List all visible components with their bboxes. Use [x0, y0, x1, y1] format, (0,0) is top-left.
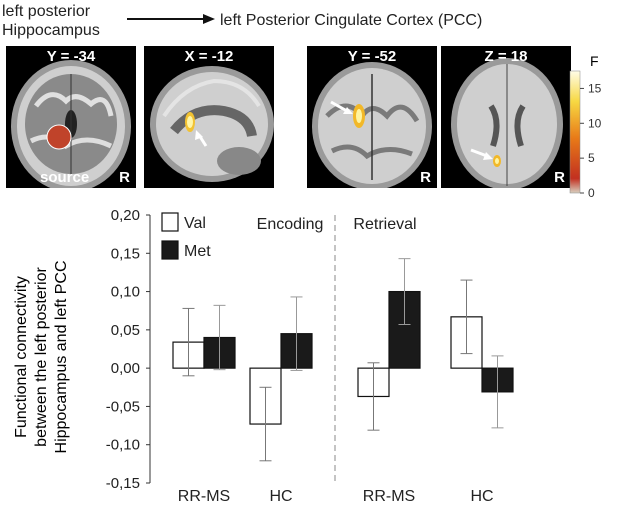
y-axis-label-line1: Functional connectivity — [13, 276, 30, 438]
phase-label-encoding: Encoding — [257, 216, 324, 233]
side-indicator: R — [119, 169, 130, 186]
x-category-label: RR-MS — [363, 488, 415, 505]
y-tick-label: -0,10 — [106, 437, 140, 454]
colorbar-tick-label: 15 — [588, 81, 602, 95]
panel-coordinate: Y = -52 — [347, 48, 397, 65]
y-tick-label: 0,20 — [111, 207, 140, 224]
legend-swatch-val — [161, 212, 179, 232]
source-label: source — [40, 169, 90, 186]
y-tick-label: 0,00 — [111, 360, 140, 377]
x-category-label: HC — [269, 488, 292, 505]
x-category-label: HC — [470, 488, 493, 505]
y-tick-label: 0,10 — [111, 284, 140, 301]
y-tick-label: -0,05 — [106, 398, 140, 415]
side-indicator: R — [554, 169, 565, 186]
source-label-line2: Hippocampus — [2, 22, 100, 39]
colorbar-label: F — [590, 55, 599, 69]
x-category-label: RR-MS — [178, 488, 230, 505]
target-region-label: left Posterior Cingulate Cortex (PCC) — [220, 12, 483, 29]
colorbar-tick-label: 5 — [588, 151, 595, 165]
arrow-right-icon — [127, 14, 215, 24]
colorbar-tick-label: 0 — [588, 186, 595, 197]
y-tick-label: 0,15 — [111, 245, 140, 262]
panel-coordinate: Z = 18 — [484, 48, 528, 65]
connectivity-bar-chart: Functional connectivity between the left… — [13, 207, 514, 505]
side-indicator: R — [420, 169, 431, 186]
y-tick-label: -0,15 — [106, 475, 140, 492]
colorbar-tick-label: 10 — [588, 116, 602, 130]
source-region-label: left posterior Hippocampus — [2, 2, 100, 40]
phase-label-retrieval: Retrieval — [353, 216, 416, 233]
colorbar-gradient — [569, 70, 581, 194]
legend-label-val: Val — [184, 215, 206, 232]
legend-label-met: Met — [184, 243, 211, 260]
y-axis-label-line3: Hippocampus and left PCC — [53, 261, 70, 454]
y-tick-label: 0,05 — [111, 322, 140, 339]
brain-scan-coronal-source: Y = -34 source R — [6, 46, 136, 188]
brain-scan-axial: Z = 18 R — [441, 46, 571, 188]
panel-coordinate: X = -12 — [184, 48, 234, 65]
y-axis-label-line2: between the left posterior — [33, 267, 50, 447]
colorbar: F 15 10 5 0 — [569, 55, 602, 197]
brain-scan-sagittal: X = -12 — [144, 46, 274, 188]
y-axis-label: Functional connectivity between the left… — [13, 261, 70, 454]
source-label-line1: left posterior — [2, 3, 91, 20]
brain-scan-coronal: Y = -52 R — [307, 46, 437, 188]
legend-swatch-met — [161, 240, 179, 260]
panel-coordinate: Y = -34 — [46, 48, 96, 65]
